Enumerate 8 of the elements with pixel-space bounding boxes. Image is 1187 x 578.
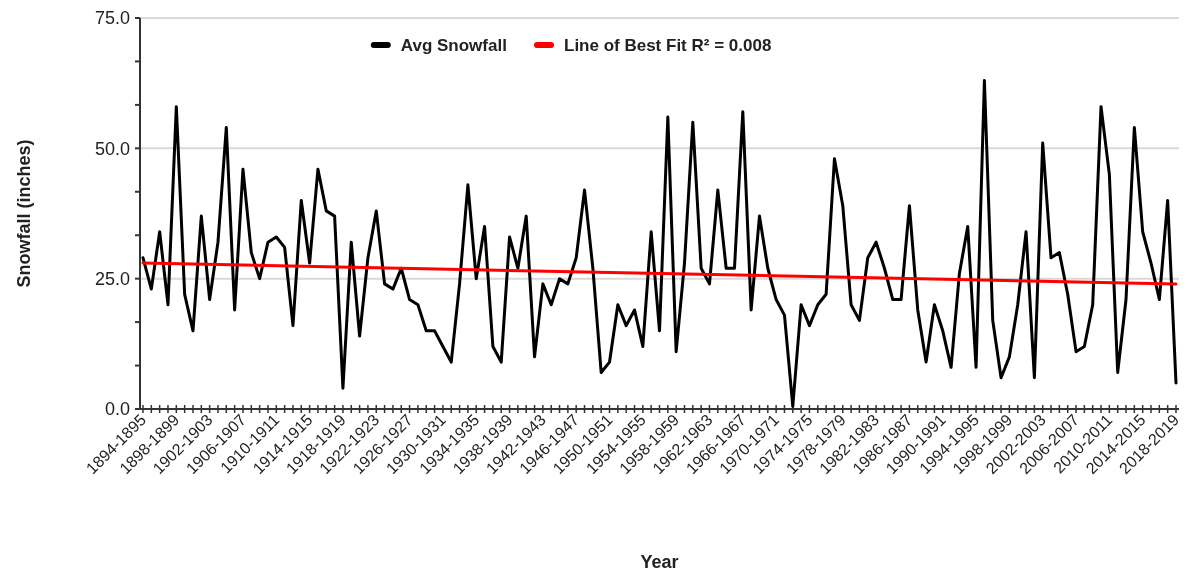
x-axis-title: Year	[640, 552, 679, 572]
y-tick-label: 25.0	[94, 268, 130, 289]
y-tick-label: 75.0	[94, 8, 130, 29]
y-axis-title: Snowfall (inches)	[14, 139, 34, 288]
legend-label: Line of Best Fit R² = 0.008	[564, 35, 772, 55]
legend-label: Avg Snowfall	[400, 35, 507, 55]
y-tick-label: 0.0	[104, 399, 130, 420]
y-tick-label: 50.0	[94, 138, 130, 159]
